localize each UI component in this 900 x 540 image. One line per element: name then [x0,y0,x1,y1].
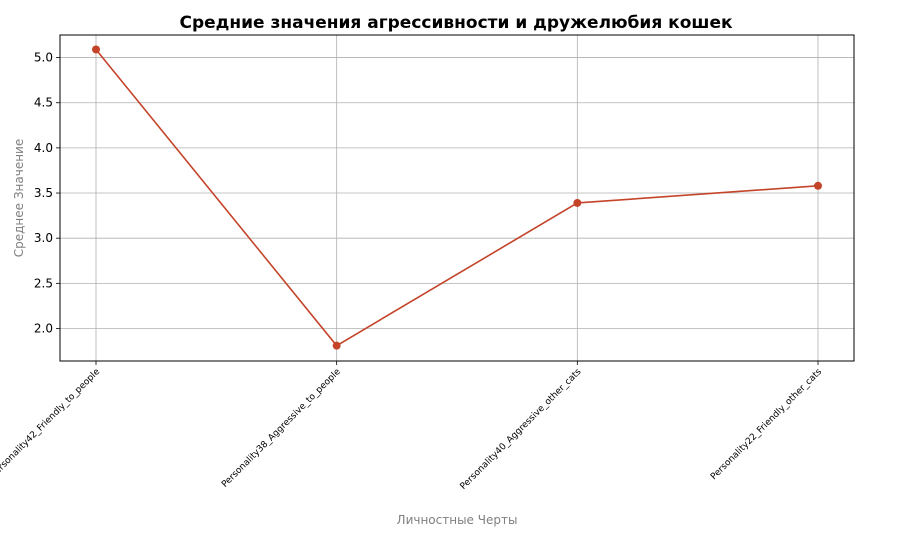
data-point [814,181,822,190]
y-tick-label: 2.5 [34,276,53,290]
x-tick-label: Personality42_Friendly_to_people [0,367,102,480]
y-tick-label: 3.0 [34,231,53,245]
x-tick-label: Personality38_Aggressive_to_people [220,367,343,490]
y-tick-label: 5.0 [34,51,53,65]
data-point [332,341,341,350]
y-axis-label: Среднее Значение [12,139,26,258]
x-tick-label: Personality22_Friendly_other_cats [709,367,824,482]
y-tick-label: 3.5 [34,186,53,200]
series [92,45,822,350]
grid [60,35,854,361]
series-line [95,48,819,347]
x-axis-label: Личностные Черты [397,513,518,527]
y-tick-label: 4.5 [34,96,53,110]
y-axis-ticks: 2.0 2.5 3.0 3.5 4.0 4.5 5.0 [34,51,60,335]
data-point [573,198,582,207]
data-point [92,45,100,54]
y-tick-label: 2.0 [34,321,53,335]
plot-frame [59,34,855,362]
x-axis-ticks: Personality42_Friendly_to_people Personal… [0,361,824,492]
y-tick-label: 4.0 [34,141,53,155]
x-tick-label: Personality40_Aggressive_other_cats [459,367,584,492]
chart-title: Средние значения агрессивности и дружелю… [179,13,733,33]
